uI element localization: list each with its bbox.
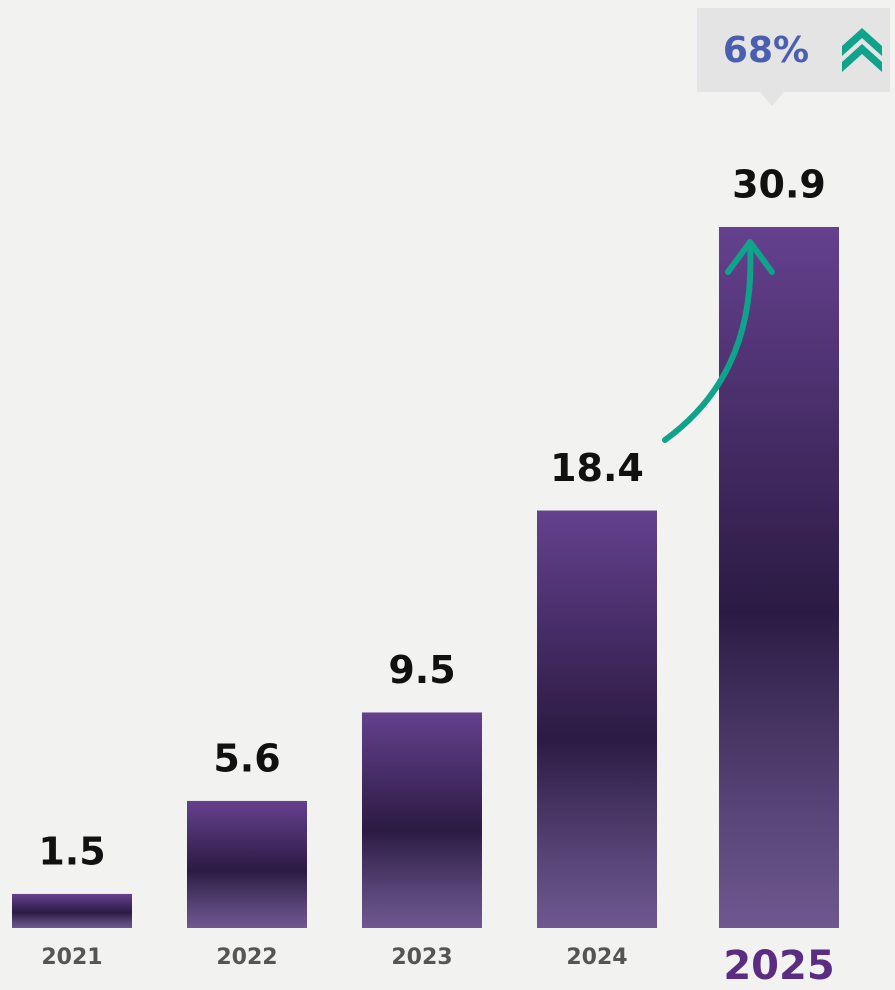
growth-arrowhead — [725, 239, 775, 275]
bar — [12, 893, 132, 928]
bar — [537, 510, 657, 928]
up-chevron — [842, 44, 882, 72]
x-tick-label: 2022 — [216, 945, 277, 970]
bar — [719, 227, 839, 928]
value-label: 1.5 — [38, 829, 105, 873]
value-label: 9.5 — [388, 648, 455, 692]
x-tick-label: 2024 — [566, 945, 627, 970]
x-tick-label: 2023 — [391, 945, 452, 970]
up-chevron — [842, 28, 882, 56]
value-label: 30.9 — [732, 163, 826, 207]
value-label: 18.4 — [550, 446, 644, 490]
value-label: 5.6 — [213, 736, 280, 780]
decorations — [662, 28, 882, 443]
bar — [187, 800, 307, 928]
x-tick-label: 2025 — [723, 943, 834, 989]
annotation-pointer — [760, 92, 784, 106]
bar — [362, 712, 482, 928]
annotation-box: 68% — [697, 8, 890, 106]
bars: 1.5 2021 5.6 2022 9.5 2023 18.4 2024 30.9 2025 — [12, 163, 839, 989]
growth-arrow — [662, 242, 754, 443]
annotation-text: 68% — [723, 30, 809, 71]
x-tick-label: 2021 — [41, 945, 102, 970]
